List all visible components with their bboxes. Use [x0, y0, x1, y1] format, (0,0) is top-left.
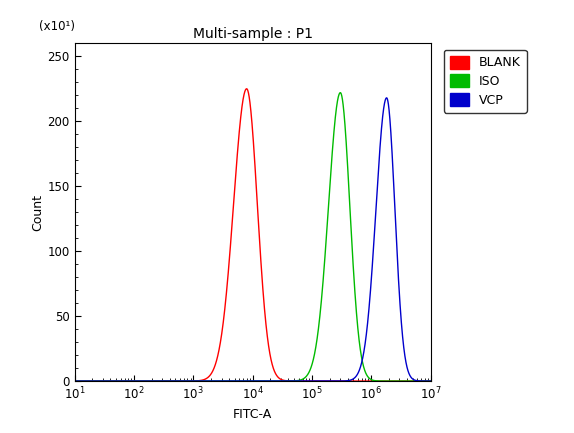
Y-axis label: Count: Count: [32, 194, 45, 231]
Text: (x10¹): (x10¹): [39, 20, 75, 33]
X-axis label: FITC-A: FITC-A: [233, 408, 272, 421]
Title: Multi-sample : P1: Multi-sample : P1: [192, 27, 313, 41]
Legend: BLANK, ISO, VCP: BLANK, ISO, VCP: [444, 49, 527, 113]
